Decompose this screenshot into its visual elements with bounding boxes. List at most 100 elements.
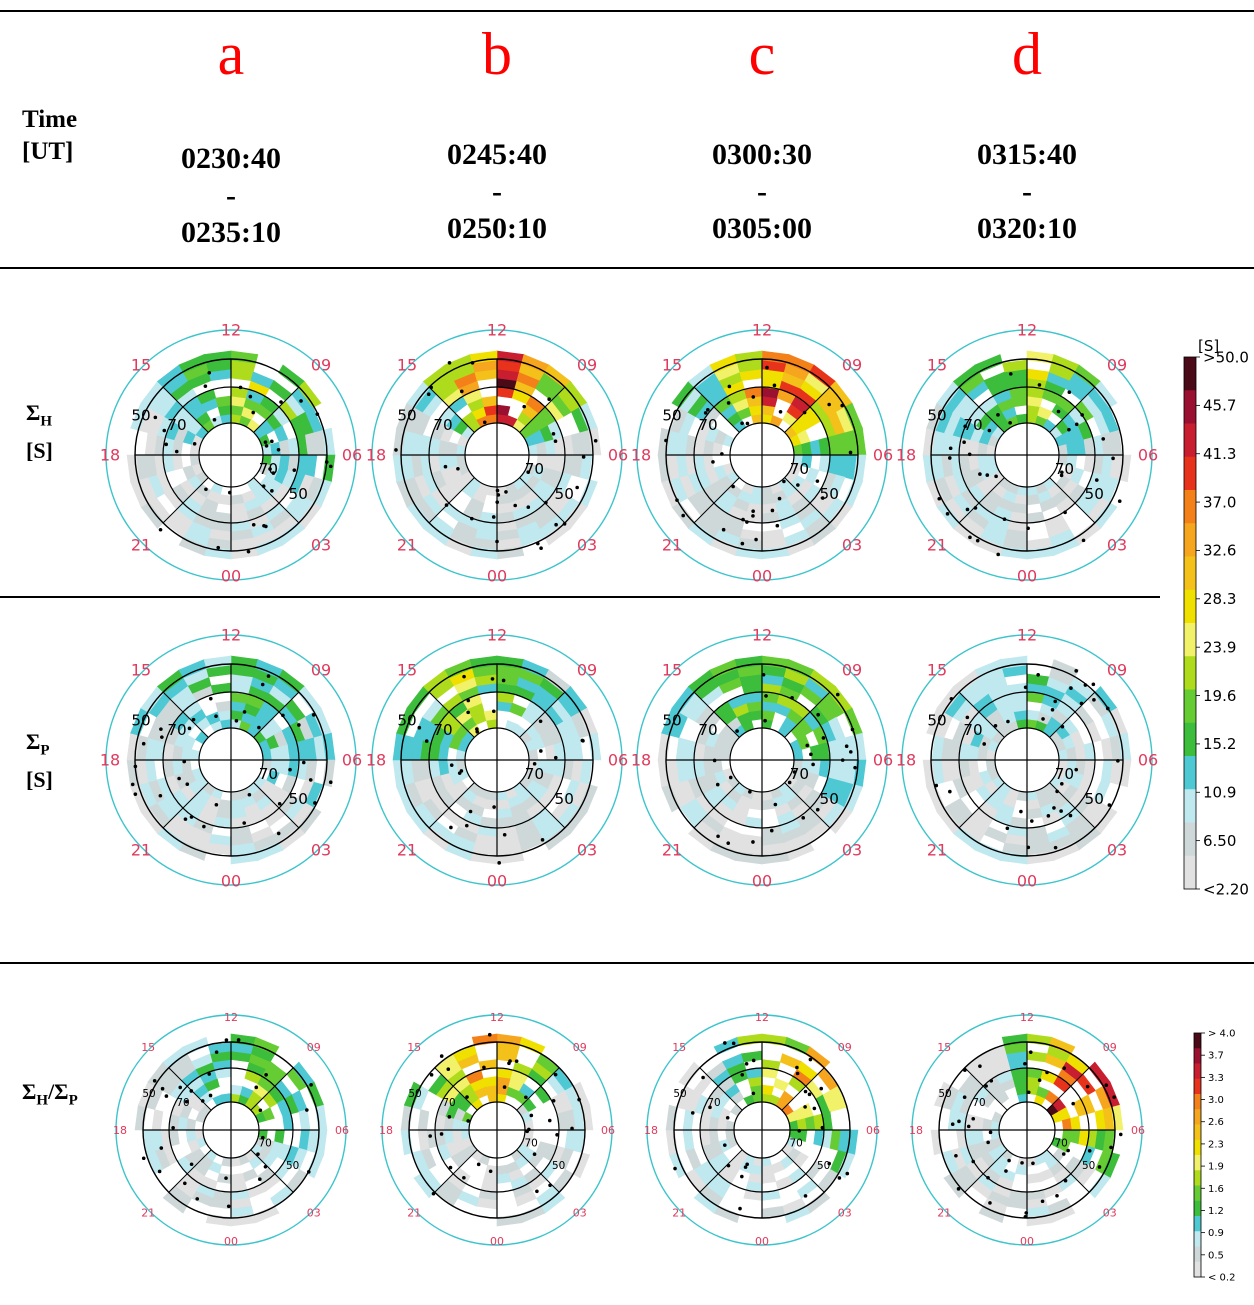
mlt-label-12: 12 <box>487 321 507 340</box>
colorbar-tick-label: > 4.0 <box>1208 1029 1235 1040</box>
conductance-cell <box>216 396 231 407</box>
conductance-cell <box>206 1215 231 1226</box>
lat-label-70: 70 <box>789 1137 802 1149</box>
track-dot <box>845 1172 849 1176</box>
track-dot <box>978 472 982 476</box>
track-dot <box>497 861 501 865</box>
conductance-cell <box>666 1105 677 1130</box>
track-dot <box>418 726 422 730</box>
track-dot <box>1084 683 1088 687</box>
track-dot <box>313 801 317 805</box>
polar-plot-row3-c: 12 09 06 03 00 21 18 15 50 70 70 50 <box>644 1011 880 1248</box>
track-dot <box>1036 673 1040 677</box>
mlt-label-15: 15 <box>662 661 682 680</box>
track-dot <box>968 452 972 456</box>
track-dot <box>225 1038 229 1042</box>
conductance-cell <box>992 1112 1003 1123</box>
conductance-cell <box>152 1110 163 1130</box>
track-dot <box>851 728 855 732</box>
track-dot <box>1069 686 1073 690</box>
track-dot <box>752 1092 756 1096</box>
track-dot <box>252 523 256 527</box>
mlt-label-12: 12 <box>487 626 507 645</box>
conductance-cell <box>497 1173 511 1183</box>
track-dot <box>984 1084 988 1088</box>
conductance-cell <box>762 800 775 810</box>
lat-label-50: 50 <box>289 485 308 503</box>
track-dot <box>1067 428 1071 432</box>
track-dot <box>816 713 820 717</box>
track-dot <box>751 514 755 518</box>
track-dot <box>495 540 499 544</box>
track-dot <box>430 1073 434 1077</box>
mlt-label-00: 00 <box>224 1235 238 1248</box>
mlt-label-21: 21 <box>662 841 682 860</box>
colorbar-segment <box>1184 357 1196 391</box>
track-dot <box>134 765 138 769</box>
conductance-cell <box>762 1173 776 1183</box>
track-dot <box>727 401 731 405</box>
track-dot <box>470 517 474 521</box>
mlt-label-12: 12 <box>490 1011 504 1024</box>
conductance-cell <box>497 1215 522 1226</box>
track-dot <box>745 520 749 524</box>
track-dot <box>432 1192 436 1196</box>
lat-label-70: 70 <box>433 416 452 434</box>
track-dot <box>1031 1161 1035 1165</box>
track-dot <box>723 1041 727 1045</box>
colorbar-segment <box>1194 1216 1201 1232</box>
track-dot <box>429 386 433 390</box>
mlt-label-00: 00 <box>221 872 241 891</box>
track-dot <box>495 500 499 504</box>
track-dot <box>444 465 448 469</box>
track-dot <box>1030 819 1034 823</box>
mlt-label-12: 12 <box>755 1011 769 1024</box>
track-dot <box>804 1194 808 1198</box>
conductance-cell <box>1027 1173 1041 1183</box>
lat-label-70: 70 <box>698 416 717 434</box>
track-dot <box>706 408 710 412</box>
track-dot <box>178 1086 182 1090</box>
track-dot <box>704 411 708 415</box>
track-dot <box>751 509 755 513</box>
track-dot <box>949 446 953 450</box>
mlt-label-06: 06 <box>342 446 362 465</box>
mlt-label-09: 09 <box>311 661 331 680</box>
mlt-label-18: 18 <box>631 446 651 465</box>
track-dot <box>547 397 551 401</box>
polar-plot-row1-a: 120906030021181550707050 <box>100 321 362 586</box>
lat-label-70: 70 <box>176 1097 189 1109</box>
track-dot <box>264 440 268 444</box>
mlt-label-03: 03 <box>307 1207 321 1220</box>
track-dot <box>307 1170 311 1174</box>
mlt-label-06: 06 <box>1131 1124 1145 1137</box>
mlt-label-06: 06 <box>873 751 893 770</box>
track-dot <box>1075 422 1079 426</box>
lat-label-70: 70 <box>1054 1137 1067 1149</box>
track-dot <box>1098 1165 1102 1169</box>
track-dot <box>471 361 475 365</box>
track-dot <box>142 742 146 746</box>
mlt-label-09: 09 <box>577 356 597 375</box>
track-dot <box>773 384 777 388</box>
mlt-label-15: 15 <box>927 661 947 680</box>
mlt-label-12: 12 <box>221 626 241 645</box>
lat-label-70: 70 <box>524 1137 537 1149</box>
track-dot <box>541 838 545 842</box>
track-dot <box>247 550 251 554</box>
track-dot <box>1055 790 1059 794</box>
mlt-label-09: 09 <box>838 1041 852 1054</box>
track-dot <box>251 411 255 415</box>
track-dot <box>732 1042 736 1046</box>
track-dot <box>214 714 218 718</box>
track-dot <box>989 1079 993 1083</box>
track-dot <box>185 782 189 786</box>
track-dot <box>957 1187 961 1191</box>
polar-plot-row3-d: 120906030021181550707050 <box>909 1011 1145 1248</box>
mlt-label-06: 06 <box>335 1124 349 1137</box>
mlt-label-03: 03 <box>311 536 331 555</box>
track-dot <box>134 792 138 796</box>
lat-label-50: 50 <box>289 790 308 808</box>
track-dot <box>765 366 769 370</box>
mlt-label-03: 03 <box>1107 536 1127 555</box>
